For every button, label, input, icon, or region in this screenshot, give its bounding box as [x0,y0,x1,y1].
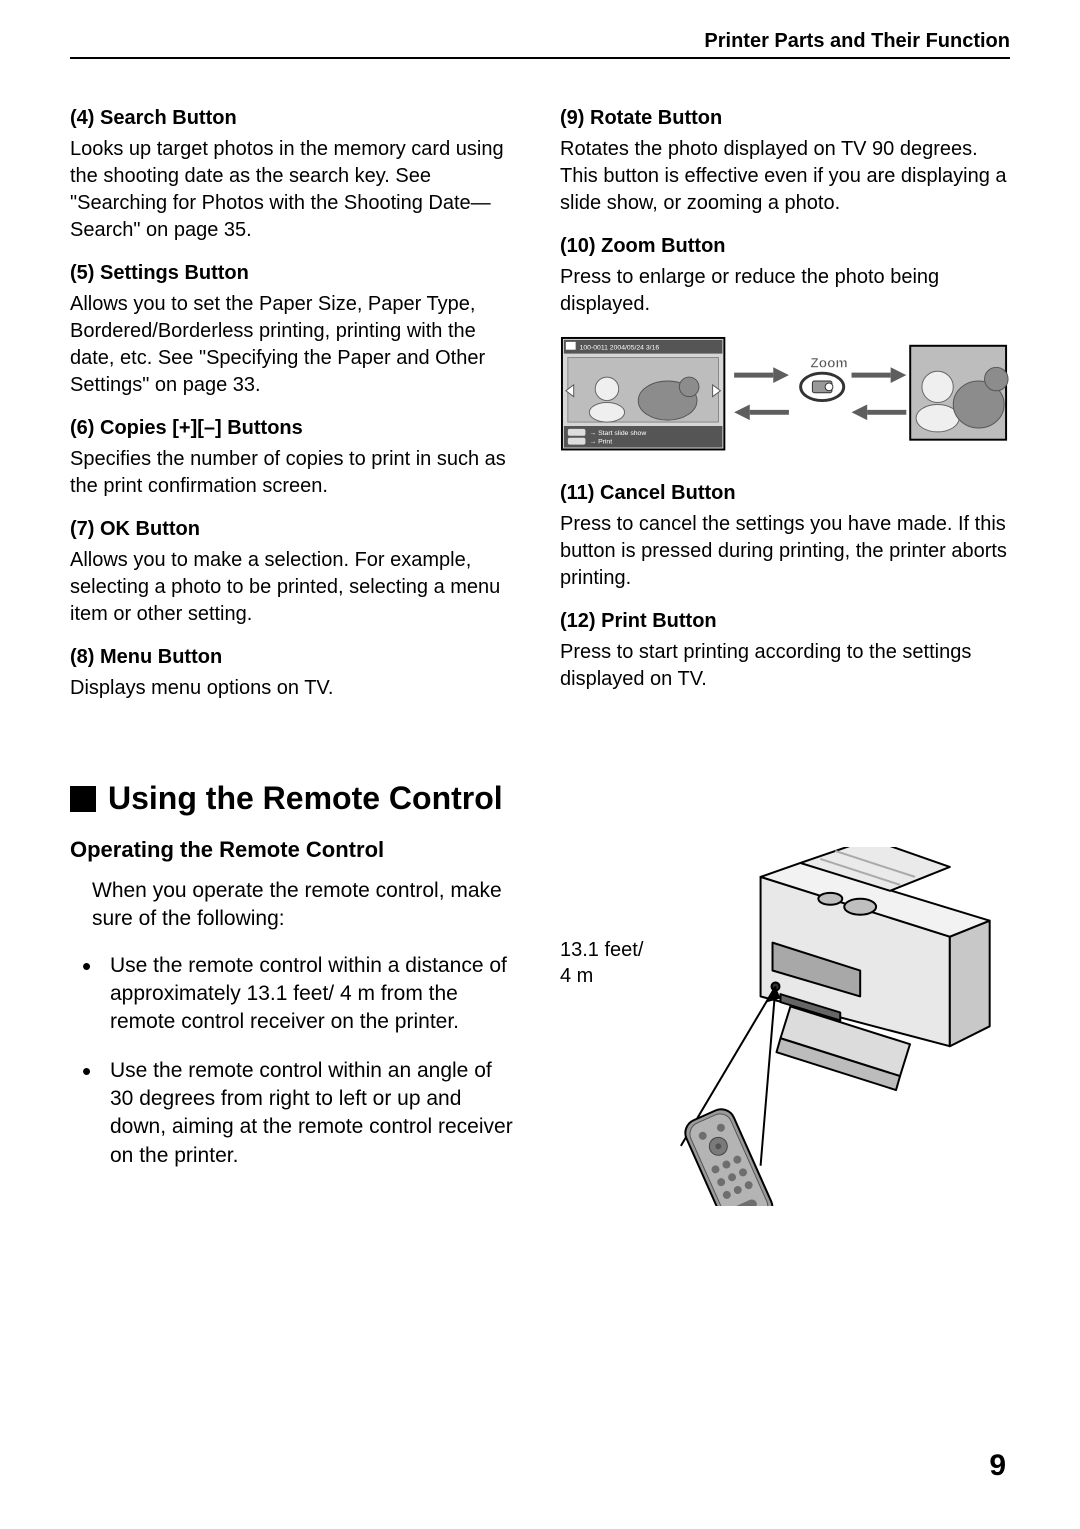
page-header: Printer Parts and Their Function [70,30,1010,59]
zoom-label: Zoom [810,355,847,370]
zoom-figure: 100-0011 2004/05/24 3/16 → Start slide s… [560,336,1010,458]
page-number: 9 [989,1449,1006,1483]
item-title-8: (8) Menu Button [70,646,520,669]
item-desc-6: Specifies the number of copies to print … [70,446,520,500]
item-desc-10: Press to enlarge or reduce the photo bei… [560,264,1010,318]
item-title-10: (10) Zoom Button [560,235,1010,258]
square-bullet-icon [70,786,96,812]
item-desc-12: Press to start printing according to the… [560,639,1010,693]
printer-figure [651,847,1010,1211]
right-column: (9) Rotate Button Rotates the photo disp… [560,99,1010,720]
sub-heading: Operating the Remote Control [70,837,520,863]
item-desc-5: Allows you to set the Paper Size, Paper … [70,291,520,399]
section-title: Using the Remote Control [108,780,503,817]
left-column: (4) Search Button Looks up target photos… [70,99,520,720]
item-desc-11: Press to cancel the settings you have ma… [560,511,1010,592]
item-title-12: (12) Print Button [560,610,1010,633]
header-title: Printer Parts and Their Function [70,30,1010,53]
distance-label: 13.1 feet/ 4 m [560,937,643,989]
remote-text: Operating the Remote Control When you op… [70,837,520,1190]
item-desc-4: Looks up target photos in the memory car… [70,136,520,244]
zoom-pane-header: 100-0011 2004/05/24 3/16 [580,345,660,352]
item-title-7: (7) OK Button [70,518,520,541]
section-heading: Using the Remote Control [70,780,1010,817]
item-desc-8: Displays menu options on TV. [70,675,520,702]
item-title-5: (5) Settings Button [70,262,520,285]
bullet-list: Use the remote control within a distance… [70,952,520,1170]
bullet-2: Use the remote control within an angle o… [70,1057,520,1170]
item-desc-9: Rotates the photo displayed on TV 90 deg… [560,136,1010,217]
intro-text: When you operate the remote control, mak… [92,877,520,934]
item-title-11: (11) Cancel Button [560,482,1010,505]
item-title-9: (9) Rotate Button [560,107,1010,130]
zoom-footer-2: → Print [589,439,612,446]
zoom-svg: 100-0011 2004/05/24 3/16 → Start slide s… [560,336,1010,453]
zoom-footer-1: → Start slide show [589,430,646,437]
button-descriptions: (4) Search Button Looks up target photos… [70,99,1010,720]
item-title-6: (6) Copies [+][–] Buttons [70,417,520,440]
item-desc-7: Allows you to make a selection. For exam… [70,547,520,628]
bullet-1: Use the remote control within a distance… [70,952,520,1037]
remote-figure-area: 13.1 feet/ 4 m [560,837,1010,1211]
item-title-4: (4) Search Button [70,107,520,130]
remote-section: Operating the Remote Control When you op… [70,837,1010,1211]
